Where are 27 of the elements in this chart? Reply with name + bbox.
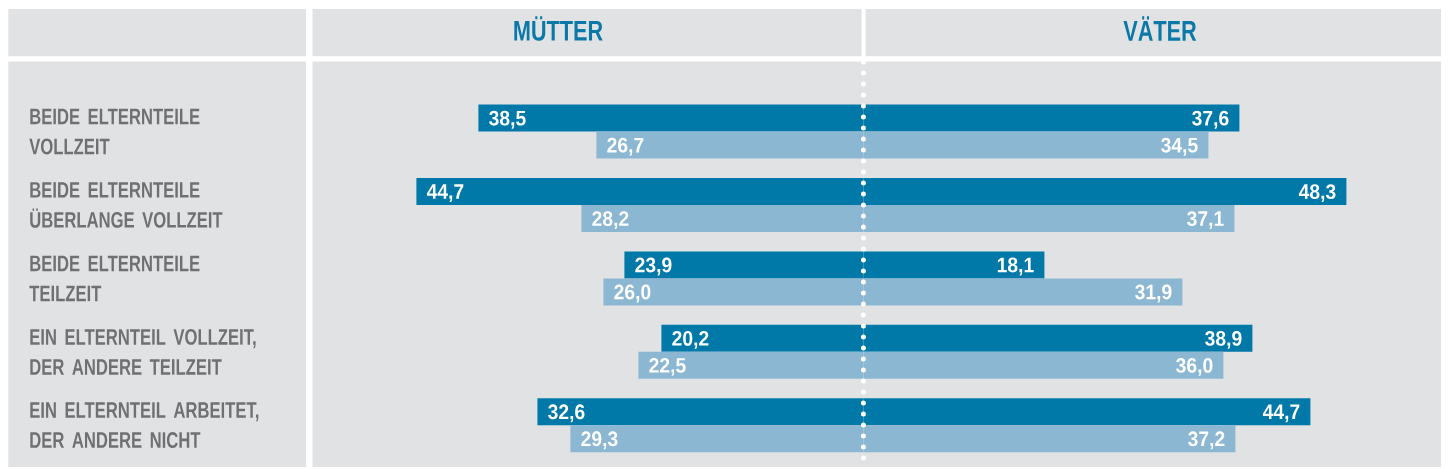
- data-label: 22,5: [649, 357, 686, 376]
- data-label: 31,9: [1135, 284, 1172, 303]
- data-label: 37,2: [1188, 431, 1225, 450]
- data-label: 38,5: [489, 110, 526, 129]
- data-label: 28,2: [592, 210, 629, 229]
- data-label: 44,7: [426, 184, 464, 202]
- data-label: 37,1: [1187, 210, 1224, 229]
- y-tick-label: BEIDE ELTERNTEILE ÜBERLANGE VOLLZEIT: [30, 181, 223, 228]
- y-tick-label: BEIDE ELTERNTEILE TEILZEIT: [29, 255, 200, 301]
- data-label: 23,9: [635, 257, 672, 276]
- data-label: 38,9: [1205, 330, 1242, 349]
- y-tick-label: EIN ELTERNTEIL VOLLZEIT, DER ANDERE TEILZEIT: [30, 328, 256, 375]
- chart-title: MÜTTER: [514, 15, 603, 41]
- data-label: 29,3: [581, 431, 618, 450]
- y-tick-label: BEIDE ELTERNTEILE VOLLZEIT: [29, 108, 200, 155]
- data-label: 37,6: [1192, 110, 1229, 129]
- data-label: 26,7: [607, 137, 644, 156]
- data-label: 18,1: [997, 257, 1034, 276]
- data-label: 34,5: [1161, 137, 1198, 156]
- chart-title: VÄTER: [1123, 16, 1197, 41]
- data-label: 26,0: [614, 284, 651, 303]
- data-label: 36,0: [1176, 357, 1213, 376]
- data-label: 44,7: [1262, 404, 1300, 422]
- data-label: 20,2: [672, 330, 709, 349]
- data-label: 32,6: [548, 404, 585, 423]
- y-tick-label: EIN ELTERNTEIL ARBEITET, DER ANDERE NICHT: [30, 402, 259, 448]
- data-label: 48,3: [1298, 183, 1336, 202]
